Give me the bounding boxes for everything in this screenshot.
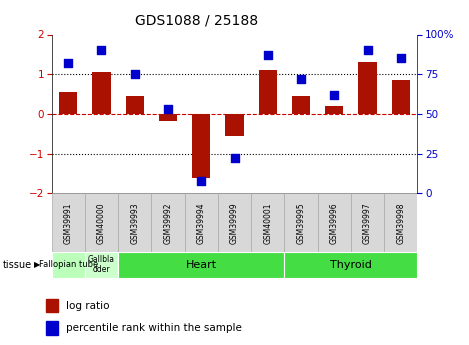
Text: GSM39997: GSM39997 (363, 203, 372, 244)
Text: GSM39992: GSM39992 (164, 203, 173, 244)
Bar (284, 193, 318, 254)
Bar (59, 92, 77, 114)
Text: GSM39998: GSM39998 (396, 203, 405, 244)
Point (264, 52, 272, 58)
Bar (318, 193, 351, 254)
Bar (159, 114, 177, 121)
Bar (258, 70, 277, 114)
Point (98, 48, 105, 53)
Bar (192, 114, 211, 178)
Bar (118, 252, 284, 278)
Text: GSM39996: GSM39996 (330, 203, 339, 244)
Bar (284, 252, 417, 278)
Point (164, 106, 172, 112)
Bar (46, 299, 58, 312)
Bar (325, 106, 343, 114)
Point (331, 92, 338, 98)
Text: GSM40001: GSM40001 (263, 203, 272, 244)
Point (131, 71, 138, 77)
Bar (126, 96, 144, 114)
Point (64, 60, 72, 66)
Bar (218, 193, 251, 254)
Text: GSM39993: GSM39993 (130, 203, 139, 244)
Bar (92, 72, 111, 114)
Bar (118, 193, 151, 254)
Point (231, 156, 238, 161)
Text: GSM39994: GSM39994 (197, 203, 206, 244)
Bar (46, 321, 58, 335)
Bar (52, 193, 85, 254)
Text: ▶: ▶ (34, 260, 40, 269)
Bar (384, 193, 417, 254)
Bar (185, 193, 218, 254)
Point (397, 56, 405, 61)
Bar (351, 193, 384, 254)
Bar (392, 80, 410, 114)
Text: Fallopian tube: Fallopian tube (38, 260, 98, 269)
Text: tissue: tissue (2, 260, 31, 270)
Text: Thyroid: Thyroid (330, 260, 372, 270)
Text: GSM39995: GSM39995 (296, 203, 305, 244)
Bar (358, 62, 377, 114)
Point (364, 48, 371, 53)
Text: GSM39991: GSM39991 (64, 203, 73, 244)
Point (297, 76, 305, 82)
Text: GSM40000: GSM40000 (97, 203, 106, 244)
Point (197, 178, 205, 183)
Bar (85, 252, 118, 278)
Bar (251, 193, 284, 254)
Bar (292, 96, 310, 114)
Text: Gallbla
dder: Gallbla dder (88, 255, 115, 275)
Bar (52, 252, 85, 278)
Text: Heart: Heart (186, 260, 217, 270)
Text: GDS1088 / 25188: GDS1088 / 25188 (136, 14, 258, 28)
Bar (151, 193, 185, 254)
Text: log ratio: log ratio (67, 301, 110, 311)
Bar (225, 114, 244, 136)
Text: GSM39999: GSM39999 (230, 203, 239, 244)
Bar (85, 193, 118, 254)
Text: percentile rank within the sample: percentile rank within the sample (67, 323, 242, 333)
